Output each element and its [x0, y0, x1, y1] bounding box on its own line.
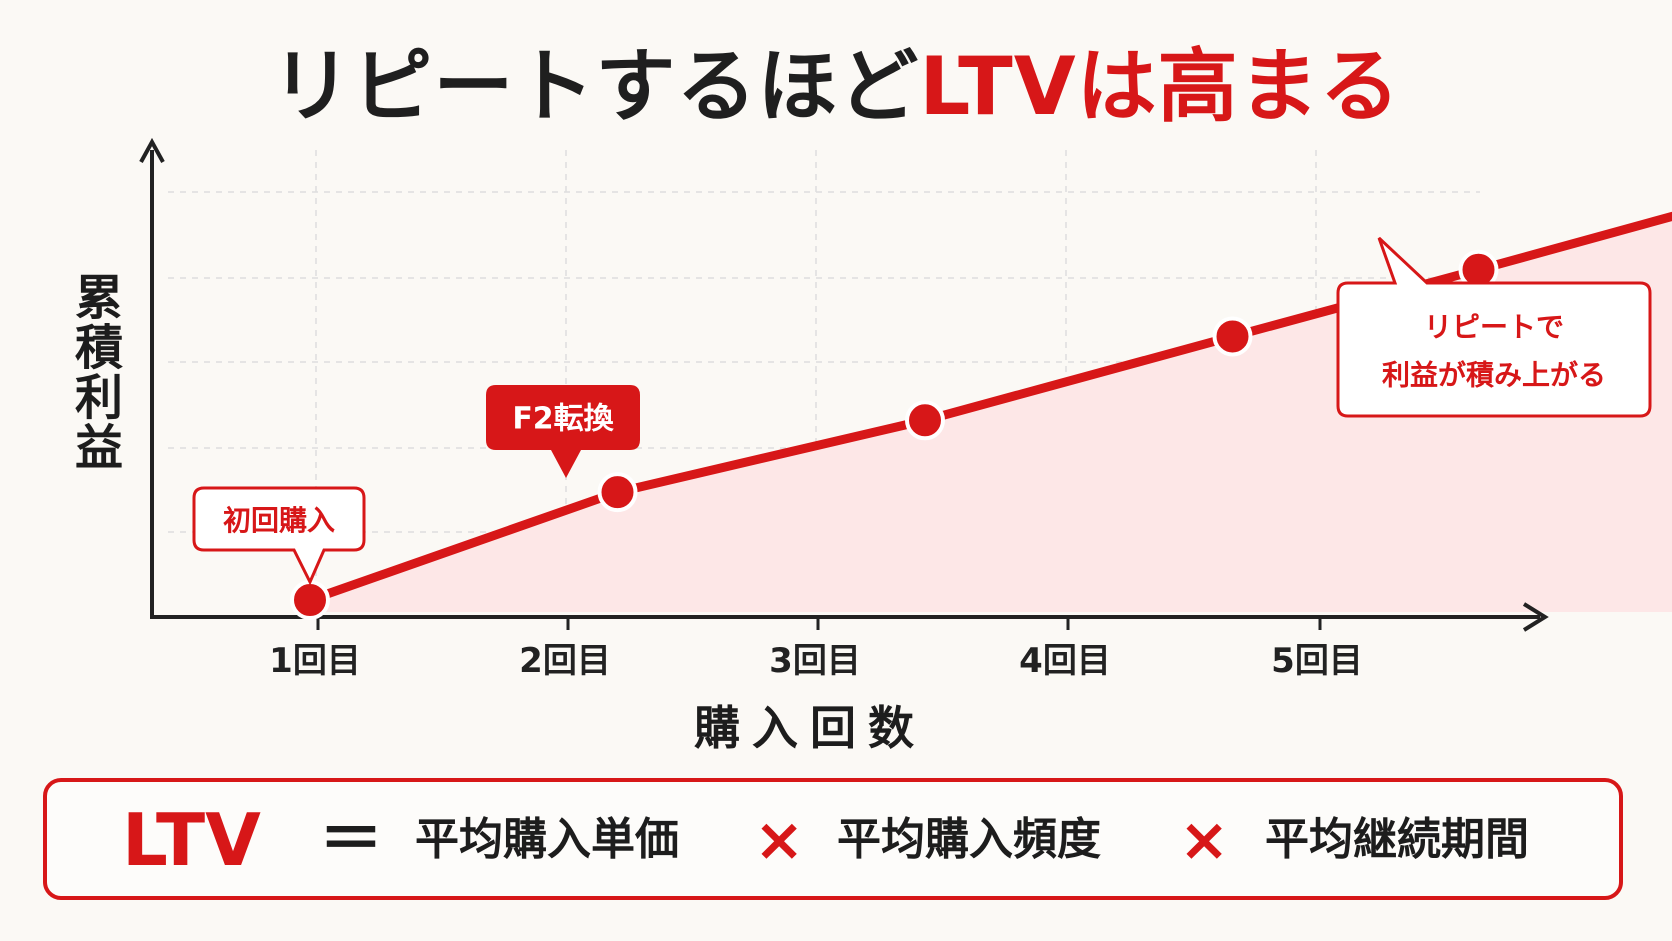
title-part-2: LTVは高まる: [919, 40, 1401, 133]
x-tick-label: 3回目: [769, 641, 861, 681]
callout-bubble: [486, 385, 640, 478]
callout-bubble: [1336, 236, 1652, 418]
area-fill: [310, 216, 1672, 612]
formula-times-icon: ×: [1179, 805, 1230, 875]
y-axis-label: 累積利益: [66, 272, 122, 472]
callout-first-purchase: 初回購入: [192, 486, 366, 586]
page-title: リピートするほどLTVは高まる: [0, 22, 1672, 138]
data-series-line: [305, 211, 1672, 605]
callout-label: リピートで: [1424, 311, 1564, 344]
x-tick-label: 4回目: [1019, 641, 1111, 681]
callout-bubble: [192, 486, 366, 586]
data-point: [290, 580, 330, 620]
formula-equals-sign: ＝: [319, 803, 383, 877]
x-tick-label: 5回目: [1271, 641, 1363, 681]
formula-term-unit-price: 平均購入単価: [415, 814, 679, 865]
x-tick-label: 1回目: [269, 641, 361, 681]
data-point: [1212, 316, 1253, 357]
callout-f2-conversion: F2転換: [486, 385, 640, 478]
ltv-formula-box: LTV ＝ 平均購入単価 × 平均購入頻度 × 平均継続期間: [43, 778, 1623, 900]
formula-times-icon: ×: [754, 805, 805, 875]
x-axis-label: 購入回数: [694, 701, 926, 755]
formula-term-duration: 平均継続期間: [1265, 814, 1529, 865]
callout-label: 利益が積み上がる: [1382, 359, 1606, 392]
callout-label: 初回購入: [223, 504, 335, 537]
x-axis-arrow-icon: [1522, 602, 1549, 632]
callout-label: F2転換: [512, 402, 614, 437]
title-part-1: リピートするほど: [271, 40, 920, 133]
x-tick-label: 2回目: [519, 641, 611, 681]
formula-ltv-label: LTV: [122, 798, 261, 882]
formula-term-frequency: 平均購入頻度: [837, 814, 1101, 865]
data-point: [597, 472, 638, 513]
y-axis-arrow-icon: [139, 137, 165, 163]
data-point: [905, 400, 945, 441]
